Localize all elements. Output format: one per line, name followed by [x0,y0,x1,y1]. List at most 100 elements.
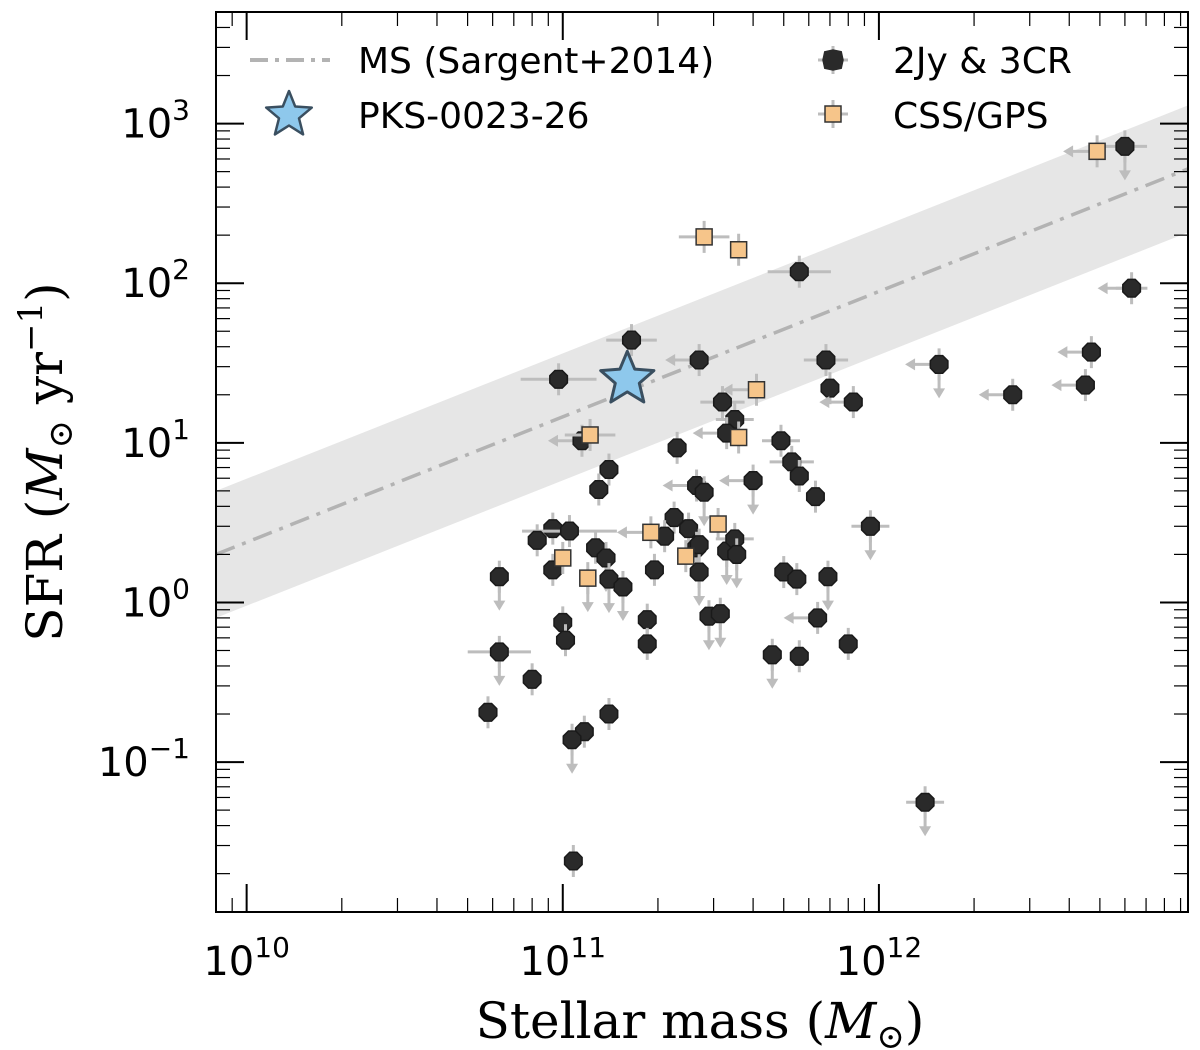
data-point-2jy-3cr [789,466,809,486]
data-point-2jy-3cr [1003,385,1023,405]
data-point-2jy-3cr [694,482,714,502]
mass-limit-arrowhead [547,434,558,447]
upper-limit-arrowhead [720,575,733,586]
upper-limit-arrowhead [730,578,743,589]
data-point-2jy-3cr [689,535,709,555]
legend-ms-label: MS (Sargent+2014) [358,41,714,82]
data-point-css-gps [709,515,727,533]
upper-limit-arrowhead [616,610,629,621]
x-tick-label: 1010 [203,931,290,985]
upper-limit-arrowhead [919,826,932,837]
data-point-2jy-3cr [543,519,563,539]
data-point-2jy-3cr [667,438,687,458]
data-point-2jy-3cr [637,610,657,630]
mass-limit-arrowhead [1097,282,1108,295]
upper-limit-arrowhead [493,600,506,611]
data-point-2jy-3cr [589,479,609,500]
legend-star-icon [264,89,314,136]
data-point-2jy-3cr [596,548,616,568]
legend-square-icon [824,105,842,123]
y-tick-label: 102 [121,253,190,307]
data-point-2jy-3cr [644,560,664,580]
y-tick-label: 101 [121,413,190,467]
mass-limit-arrowhead [819,396,830,409]
data-point-2jy-3cr [789,646,809,666]
data-point-2jy-3cr [1122,278,1142,298]
upper-limit-arrowhead [566,763,579,774]
mass-limit-arrowhead [905,358,916,371]
data-point-2jy-3cr [1081,342,1101,362]
data-point-2jy-3cr [489,567,509,587]
upper-limit-arrowhead [714,637,727,648]
data-point-2jy-3cr [664,508,684,528]
data-point-2jy-3cr [1075,375,1095,395]
y-tick-label: 100 [121,572,190,626]
legend-pks-label: PKS-0023-26 [358,96,590,137]
data-point-2jy-3cr [613,577,633,597]
data-point-2jy-3cr [1115,136,1135,156]
upper-limit-arrowhead [821,600,834,611]
mass-limit-arrowhead [662,479,673,492]
data-point-css-gps [747,381,766,399]
plot-frame [215,11,1189,913]
legend-hexagon-icon [822,49,844,71]
upper-limit-arrowhead [747,504,760,515]
upper-limit-arrowhead [602,603,615,614]
data-point-2jy-3cr [563,851,583,871]
data-point-2jy-3cr [599,460,619,480]
data-point-2jy-3cr [489,642,509,662]
data-point-2jy-3cr [843,392,863,412]
upper-limit-arrowhead [698,516,711,527]
data-point-2jy-3cr [621,330,642,350]
data-point-2jy-3cr [559,521,579,541]
x-tick-label: 1011 [519,931,606,985]
data-point-2jy-3cr [689,562,709,582]
data-point-css-gps [642,523,660,542]
upper-limit-arrowhead [766,678,779,689]
upper-limit-arrowhead [702,640,715,651]
data-point-2jy-3cr [727,544,747,564]
upper-limit-arrowhead [933,388,946,399]
data-point-2jy-3cr [771,431,791,451]
data-point-css-gps [554,549,572,567]
data-point-2jy-3cr [478,702,498,722]
upper-limit-arrowhead [493,675,506,686]
y-tick-label: 103 [121,94,190,148]
mass-limit-arrowhead [783,611,794,624]
data-point-css-gps [581,426,599,444]
mass-limit-arrowhead [1051,379,1062,392]
mass-limit-arrowhead [665,354,676,367]
x-tick-label: 1012 [836,931,923,985]
data-point-2jy-3cr [549,369,569,389]
data-point-2jy-3cr [820,378,840,398]
data-point-2jy-3cr [805,487,825,507]
mass-limit-arrowhead [722,383,733,396]
upper-limit-arrowhead [864,550,877,561]
data-point-2jy-3cr [710,604,730,624]
data-point-css-gps [729,428,748,447]
data-point-2jy-3cr [816,350,836,370]
data-point-2jy-3cr [689,350,709,370]
y-axis-title: SFR (M⊙ yr−1) [11,282,81,641]
data-point-css-gps [579,569,597,587]
legend-2jy-label: 2Jy & 3CR [893,41,1072,82]
mass-limit-arrowhead [1057,346,1068,359]
mass-limit-arrowhead [616,526,627,539]
mass-limit-arrowhead [692,427,703,440]
data-point-2jy-3cr [599,569,619,589]
mass-limit-arrowhead [978,388,989,401]
data-point-2jy-3cr [929,354,949,374]
data-point-2jy-3cr [762,645,782,665]
data-point-2jy-3cr [808,608,828,628]
data-point-2jy-3cr [743,471,763,491]
data-point-css-gps [1088,142,1106,161]
y-tick-label: 10−1 [98,732,190,786]
data-point-2jy-3cr [599,704,619,724]
data-point-pks-0023-26 [599,349,656,404]
legend: MS (Sargent+2014) PKS-0023-26 2Jy & 3CR … [250,41,1072,137]
ticks-layer: 1010 1011 1012 10−1 100 101 102 103 [98,11,1188,985]
mass-limit-arrowhead [1063,145,1074,158]
data-point-css-gps [729,241,748,259]
data-point-2jy-3cr [637,634,657,654]
data-point-2jy-3cr [562,730,582,750]
